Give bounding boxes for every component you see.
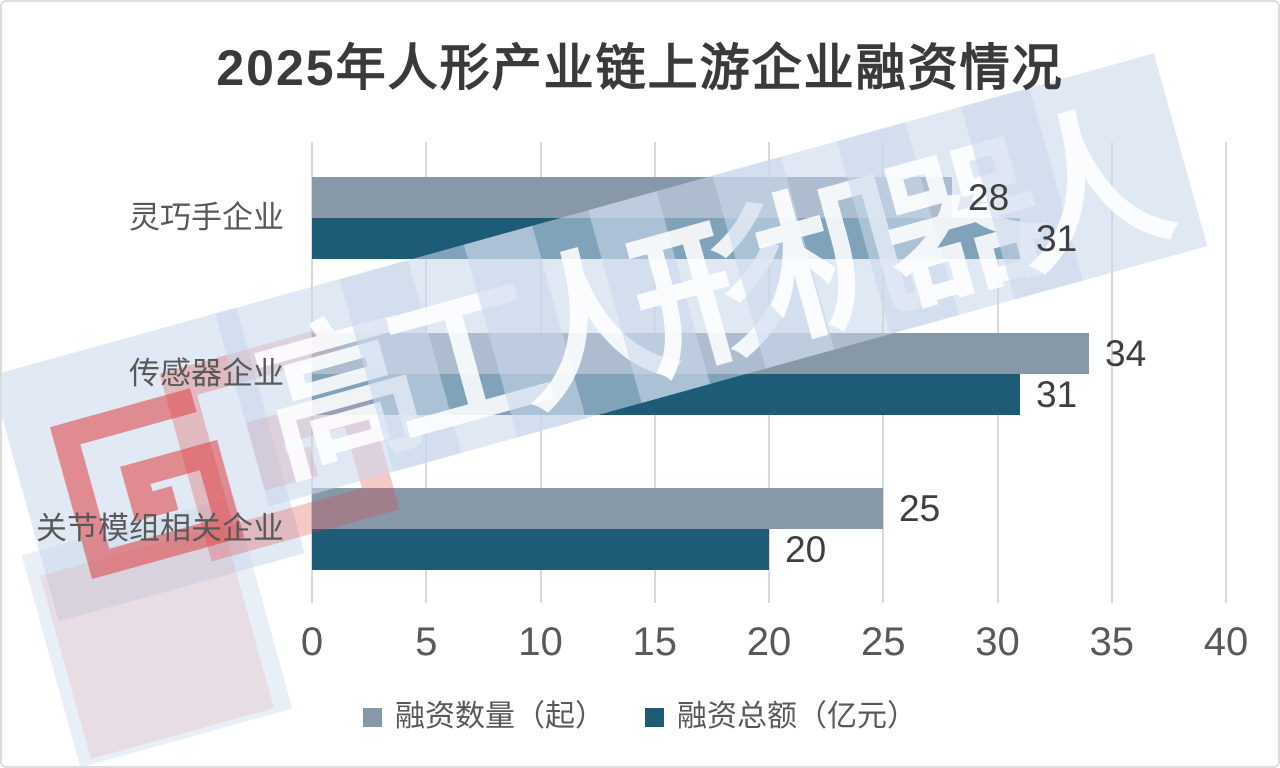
category-label: 传感器企业 bbox=[129, 356, 284, 391]
legend-item: 融资数量（起） bbox=[363, 698, 605, 736]
legend-swatch bbox=[645, 707, 664, 727]
x-axis-tick-label: 30 bbox=[975, 620, 1020, 664]
category-label: 关节模组相关企业 bbox=[36, 511, 284, 546]
value-label: 31 bbox=[1036, 217, 1078, 259]
x-axis-tick-label: 15 bbox=[632, 620, 678, 664]
category-label: 灵巧手企业 bbox=[129, 200, 284, 235]
grid-line bbox=[1110, 142, 1113, 603]
legend: 融资数量（起） 融资总额（亿元） bbox=[2, 698, 1278, 736]
chart-title: 2025年人形产业链上游企业融资情况 bbox=[216, 40, 1064, 96]
value-label: 31 bbox=[1036, 373, 1078, 415]
bar-financing-count bbox=[312, 333, 1089, 374]
legend-label: 融资数量（起） bbox=[395, 700, 605, 733]
x-axis-tick-label: 20 bbox=[746, 620, 792, 664]
x-axis-tick-label: 0 bbox=[300, 620, 324, 664]
x-axis-tick-label: 40 bbox=[1203, 620, 1249, 664]
legend-item: 融资总额（亿元） bbox=[645, 698, 917, 736]
x-axis-tick-label: 35 bbox=[1089, 620, 1135, 664]
legend-label: 融资总额（亿元） bbox=[677, 700, 917, 733]
value-label: 25 bbox=[899, 487, 941, 529]
bar-financing-count bbox=[312, 177, 952, 218]
bar-financing-total bbox=[312, 218, 1020, 259]
x-axis-tick-label: 25 bbox=[861, 620, 906, 664]
value-label: 20 bbox=[785, 528, 827, 570]
x-axis-tick-label: 5 bbox=[415, 620, 438, 664]
bar-financing-total bbox=[312, 374, 1020, 415]
grid-line bbox=[1225, 142, 1227, 603]
value-label: 34 bbox=[1105, 332, 1147, 374]
bar-financing-total bbox=[312, 529, 769, 570]
bar-financing-count bbox=[312, 488, 883, 529]
legend-swatch bbox=[363, 707, 382, 727]
value-label: 28 bbox=[968, 176, 1010, 218]
x-axis-tick-label: 10 bbox=[518, 620, 563, 664]
